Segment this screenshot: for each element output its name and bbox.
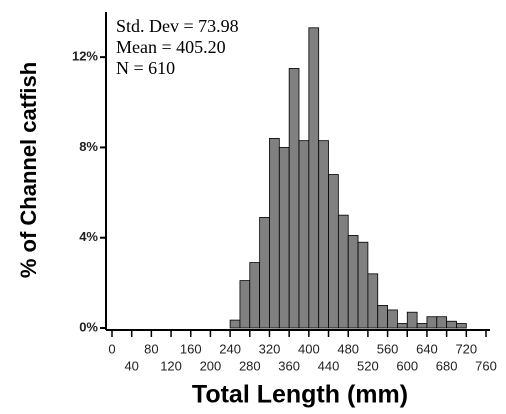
bar [416, 323, 428, 329]
bar [397, 323, 408, 329]
x-tick-label: 400 [298, 341, 320, 356]
x-tick-label: 560 [377, 341, 399, 356]
x-tick-label: 240 [219, 341, 241, 356]
bar [337, 214, 349, 329]
bar [406, 311, 418, 329]
bar [436, 316, 448, 329]
x-tick-label: 760 [475, 358, 497, 373]
bar [357, 241, 369, 329]
bar [377, 305, 388, 329]
bar [367, 273, 379, 329]
x-tick-label: 600 [396, 358, 418, 373]
bar [298, 140, 310, 329]
bar [328, 174, 339, 329]
stat-annotation: N = 610 [116, 58, 175, 78]
bar [269, 137, 280, 329]
bar [278, 147, 290, 329]
bar [426, 316, 438, 329]
y-tick-label: 8% [79, 139, 98, 154]
x-tick-label: 280 [239, 358, 261, 373]
x-tick-label: 440 [318, 358, 340, 373]
x-tick-label: 120 [160, 358, 182, 373]
y-axis-label: % of Channel catfish [16, 62, 41, 278]
y-tick-label: 4% [79, 229, 98, 244]
bar [288, 68, 300, 329]
bar [446, 320, 457, 329]
bar [456, 323, 467, 329]
stat-annotation: Mean = 405.20 [116, 37, 226, 57]
x-tick-label: 480 [337, 341, 359, 356]
bar [229, 319, 241, 329]
x-tick-label: 680 [436, 358, 458, 373]
bar [308, 27, 320, 329]
x-tick-label: 80 [144, 341, 158, 356]
y-tick-label: 0% [79, 319, 98, 334]
x-tick-label: 720 [455, 341, 477, 356]
stat-annotation: Std. Dev = 73.98 [116, 16, 239, 36]
x-tick-label: 0 [108, 341, 115, 356]
bar [318, 140, 329, 329]
bar [347, 235, 359, 329]
x-tick-label: 160 [180, 341, 202, 356]
x-tick-label: 320 [259, 341, 281, 356]
y-tick-label: 12% [72, 49, 98, 64]
x-axis-label: Total Length (mm) [192, 381, 408, 409]
bar [387, 309, 398, 329]
bar [259, 216, 270, 329]
x-tick-label: 200 [200, 358, 222, 373]
x-tick-label: 520 [357, 358, 379, 373]
x-tick-label: 40 [124, 358, 138, 373]
bar [239, 280, 251, 329]
x-tick-label: 360 [278, 358, 300, 373]
bar [249, 262, 261, 329]
x-tick-label: 640 [416, 341, 438, 356]
